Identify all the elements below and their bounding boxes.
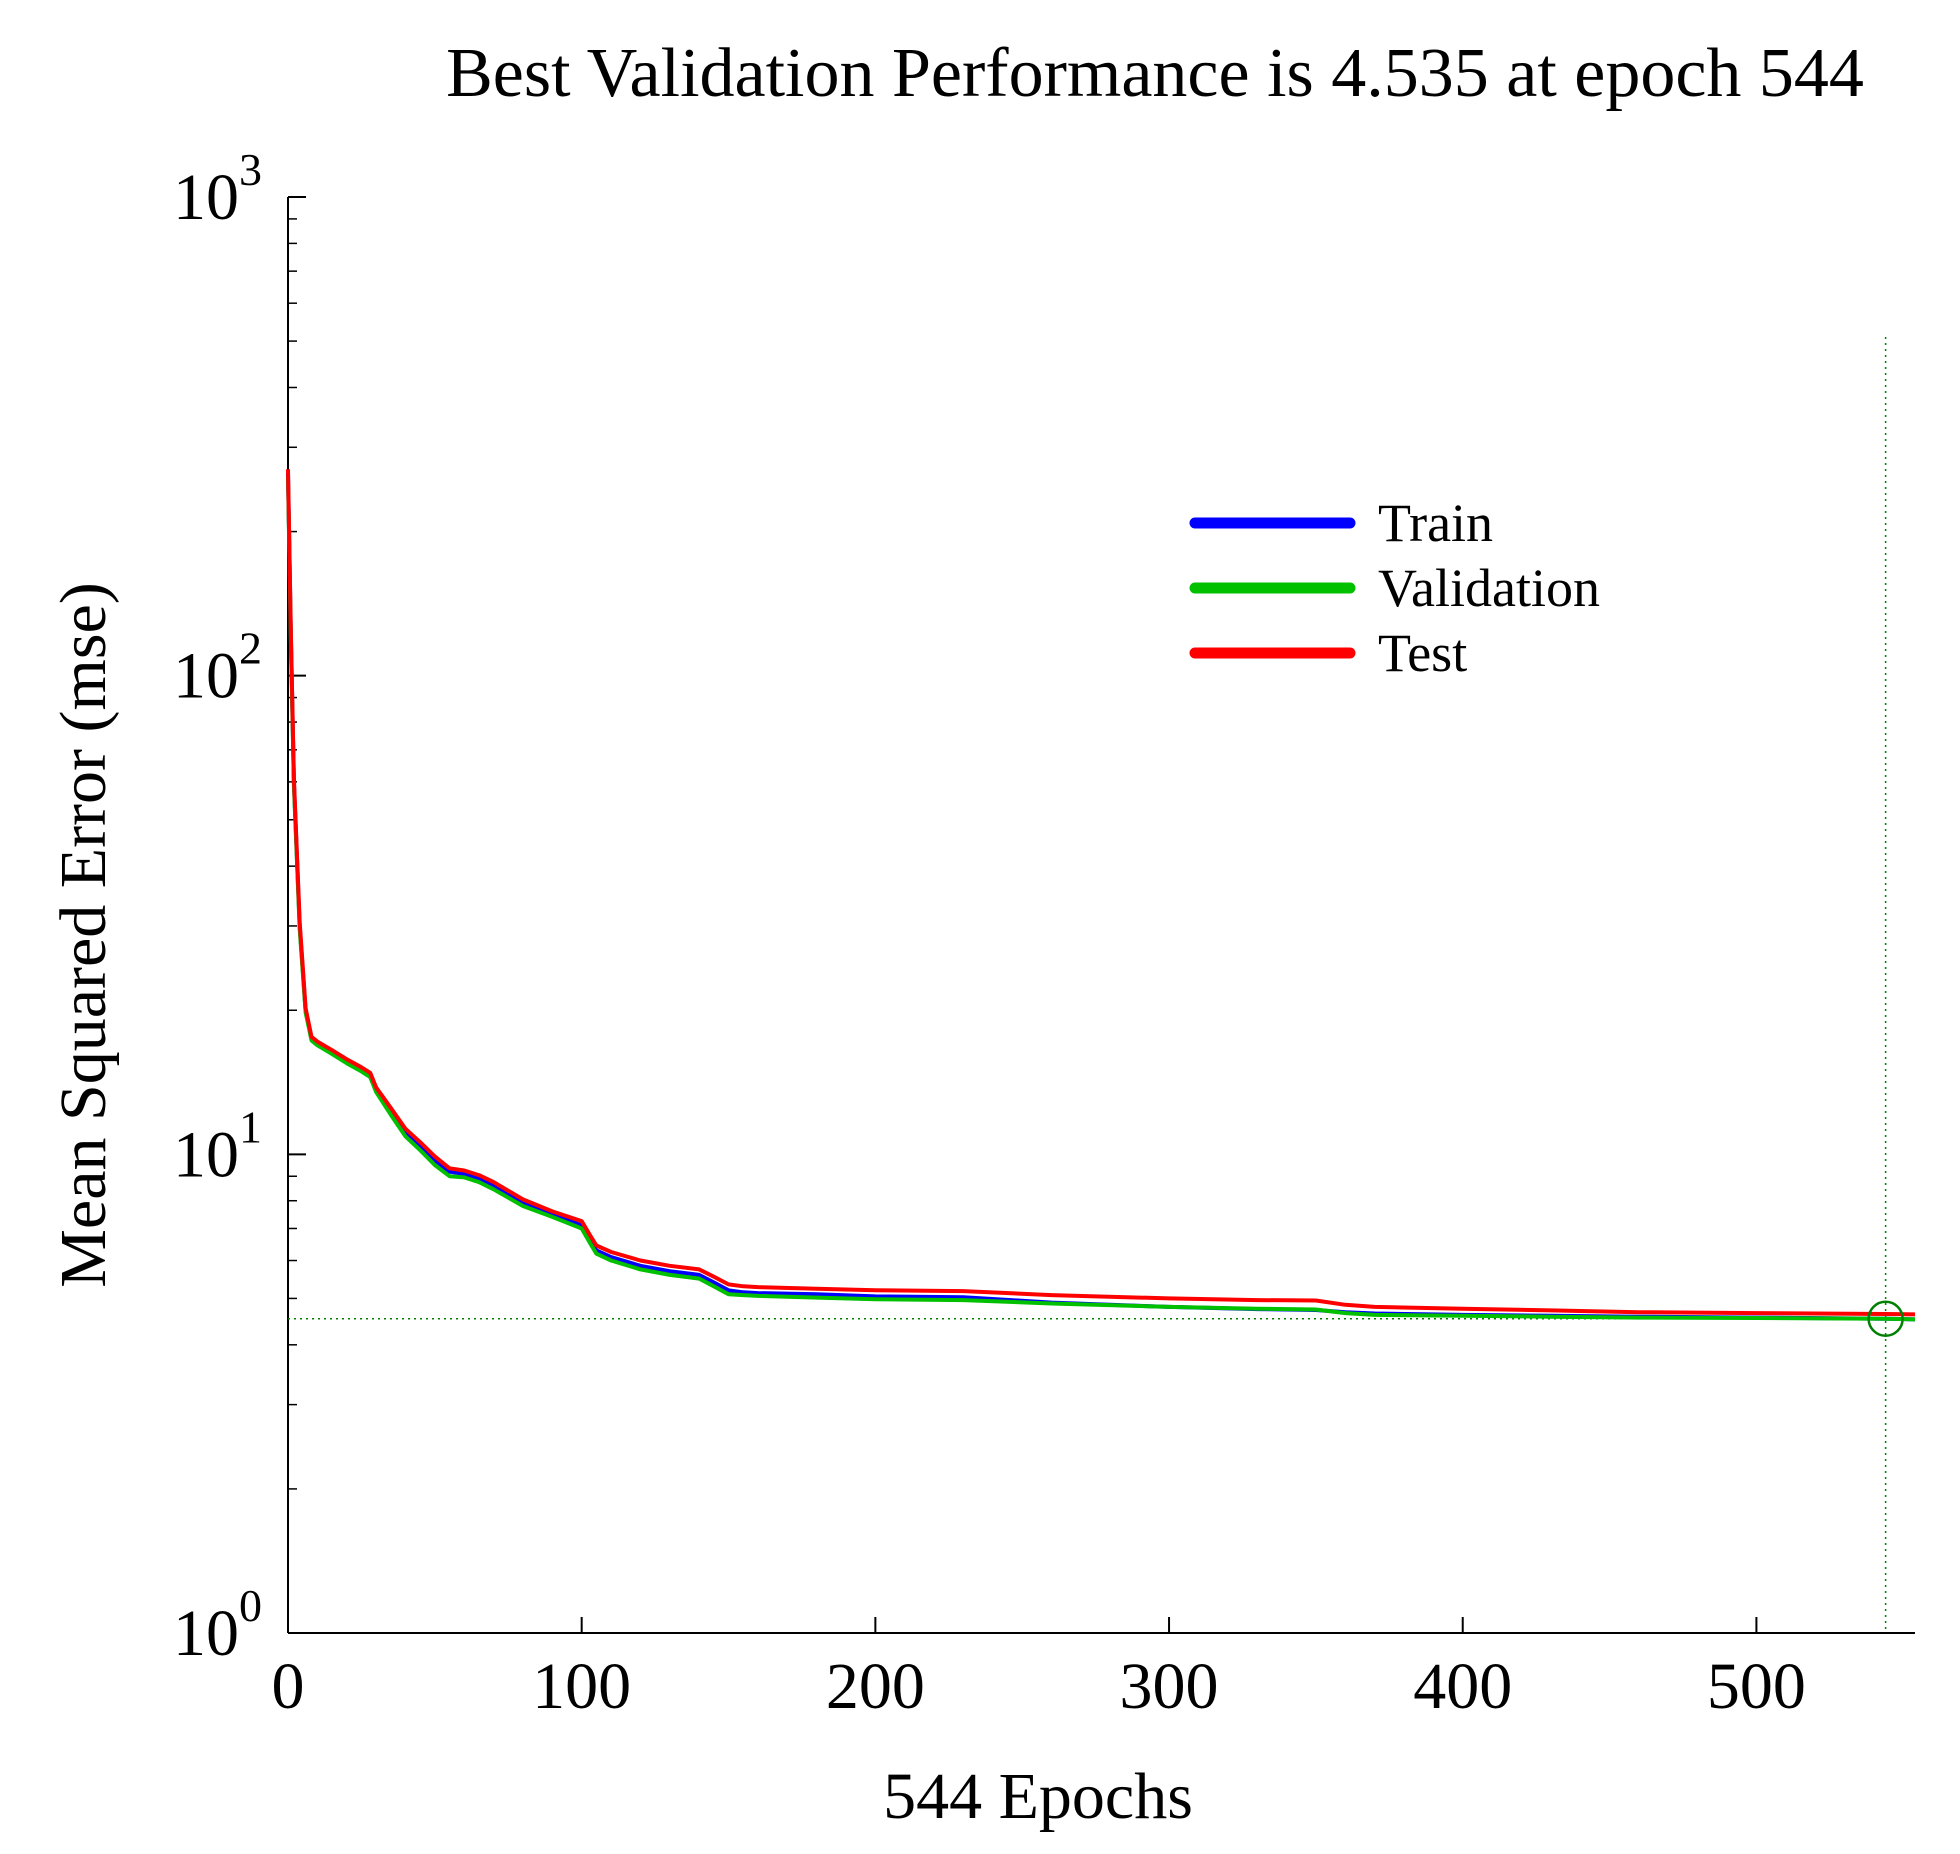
x-tick-label: 200: [826, 1650, 925, 1723]
legend-label-test: Test: [1378, 623, 1467, 683]
x-tick-label: 100: [532, 1650, 631, 1723]
best-epoch-markers: [288, 337, 1915, 1633]
y-tick-label: 102: [173, 623, 262, 713]
x-tick-label: 400: [1413, 1650, 1512, 1723]
y-tick-label: 101: [173, 1101, 262, 1191]
x-tick-label: 300: [1120, 1650, 1219, 1723]
series-line-test: [286, 469, 1916, 1317]
x-tick-label: 0: [272, 1650, 305, 1723]
y-ticks: 100 101 102 103: [173, 144, 306, 1670]
chart-title: Best Validation Performance is 4.535 at …: [446, 35, 1864, 112]
y-axis-label: Mean Squared Error (mse): [47, 582, 120, 1288]
legend-label-train: Train: [1378, 493, 1493, 553]
y-tick-label: 103: [173, 144, 262, 234]
axes: [287, 197, 1915, 1634]
y-tick-label: 100: [173, 1580, 262, 1670]
x-ticks: 0 100 200 300 400 500: [272, 1617, 1806, 1723]
best-circle-layer: [1867, 1300, 1904, 1337]
best-point-marker: [1867, 1300, 1904, 1337]
series-line-validation: [286, 476, 1916, 1322]
x-axis-label: 544 Epochs: [883, 1760, 1193, 1833]
legend-label-validation: Validation: [1378, 558, 1600, 618]
series-lines: [286, 469, 1916, 1322]
x-tick-label: 500: [1707, 1650, 1806, 1723]
series-line-train: [286, 473, 1916, 1322]
